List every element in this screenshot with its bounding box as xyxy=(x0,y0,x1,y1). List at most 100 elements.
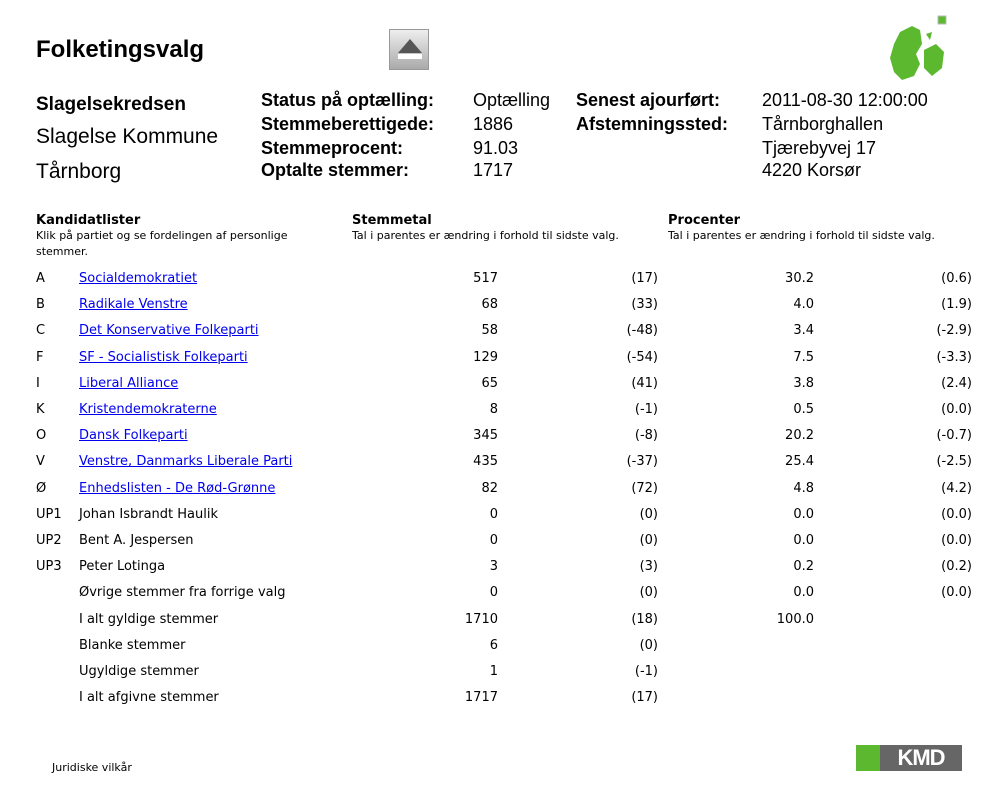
votes: 58 xyxy=(481,323,498,339)
percent-change: (-2.5) xyxy=(936,454,972,470)
row-label: Blanke stemmer xyxy=(79,637,186,653)
party-code: UP2 xyxy=(36,533,62,548)
header-title: Procenter xyxy=(668,213,741,228)
header-subtitle: Tal i parentes er ændring i forhold til … xyxy=(668,229,935,242)
table-row: Ø Enhedslisten - De Rød-Grønne 82 (72) 4.8 (4… xyxy=(0,481,1000,507)
votes-change: (17) xyxy=(631,690,658,706)
header-subtitle: Klik på partiet og se fordelingen af per… xyxy=(36,229,288,258)
party-code: B xyxy=(36,297,45,313)
votes-change: (-8) xyxy=(634,428,658,444)
row-label: Peter Lotinga xyxy=(79,559,166,575)
party-link[interactable]: Det Konservative Folkeparti xyxy=(79,323,259,339)
party-code: O xyxy=(36,428,47,444)
table-row: I Liberal Alliance 65 (41) 3.8 (2.4) xyxy=(0,376,1000,402)
votes: 0 xyxy=(489,506,498,522)
party-link[interactable]: Enhedslisten - De Rød-Grønne xyxy=(79,480,276,496)
percent-change: (0.0) xyxy=(941,506,972,522)
header-stemmetal: Stemmetal Tal i parentes er ændring i fo… xyxy=(352,213,642,244)
percent: 20.2 xyxy=(785,428,814,444)
percent: 100.0 xyxy=(776,611,814,627)
table-row: UP2 Bent A. Jespersen 0 (0) 0.0 (0.0) xyxy=(0,533,1000,559)
votes: 8 xyxy=(489,402,498,417)
party-code: F xyxy=(36,349,44,365)
party-code: V xyxy=(36,454,45,470)
row-label: Ugyldige stemmer xyxy=(79,664,199,679)
legal-link[interactable]: Juridiske vilkår xyxy=(52,761,132,774)
table-row: Øvrige stemmer fra forrige valg 0 (0) 0.0 (0… xyxy=(0,585,1000,611)
votes: 3 xyxy=(489,559,498,575)
row-label: I alt afgivne stemmer xyxy=(79,690,219,706)
votes-change: (0) xyxy=(639,506,658,522)
percent-change: (1.9) xyxy=(941,297,972,313)
votes-change: (41) xyxy=(631,375,658,391)
percent: 0.2 xyxy=(793,559,814,575)
percent: 0.0 xyxy=(793,533,814,548)
votes-change: (17) xyxy=(631,271,658,286)
party-link[interactable]: SF - Socialistisk Folkeparti xyxy=(79,349,248,365)
header-title: Stemmetal xyxy=(352,213,432,228)
party-link[interactable]: Venstre, Danmarks Liberale Parti xyxy=(79,454,293,470)
votes-change: (-48) xyxy=(626,323,658,339)
table-row: V Venstre, Danmarks Liberale Parti 435 (-37… xyxy=(0,454,1000,480)
votes: 82 xyxy=(481,480,498,496)
party-code: Ø xyxy=(36,480,47,496)
percent: 25.4 xyxy=(785,454,814,470)
venue-name: Tårnborghallen xyxy=(762,114,884,134)
percent: 3.4 xyxy=(793,323,814,339)
kreds-name: Slagelsekredsen xyxy=(36,94,186,115)
votes-change: (33) xyxy=(631,297,658,313)
percent: 7.5 xyxy=(793,349,814,365)
percent: 0.0 xyxy=(793,506,814,522)
votes-change: (72) xyxy=(631,480,658,496)
table-row: F SF - Socialistisk Folkeparti 129 (-54) 7.5… xyxy=(0,350,1000,376)
table-row: B Radikale Venstre 68 (33) 4.0 (1.9) xyxy=(0,297,1000,323)
votes: 65 xyxy=(481,375,498,391)
party-link[interactable]: Liberal Alliance xyxy=(79,375,179,391)
percent: 0.0 xyxy=(793,585,814,601)
table-row: A Socialdemokratiet 517 (17) 30.2 (0.6) xyxy=(0,271,1000,297)
votes: 0 xyxy=(489,585,498,601)
votes: 0 xyxy=(489,533,498,548)
party-link[interactable]: Radikale Venstre xyxy=(79,297,188,313)
party-link[interactable]: Kristendemokraterne xyxy=(79,402,217,417)
votes-change: (-1) xyxy=(634,402,658,417)
votes: 435 xyxy=(473,454,498,470)
percent: 30.2 xyxy=(785,271,814,286)
percent: 0.5 xyxy=(793,402,814,417)
venue-street: Tjærebyvej 17 xyxy=(762,138,877,158)
votes-change: (18) xyxy=(631,611,658,627)
pct-value: 91.03 xyxy=(473,138,519,158)
table-row: UP1 Johan Isbrandt Haulik 0 (0) 0.0 (0.0) xyxy=(0,507,1000,533)
kommune-name: Slagelse Kommune xyxy=(36,125,219,148)
votes: 129 xyxy=(473,349,498,365)
header-title: Kandidatlister xyxy=(36,213,141,228)
pct-label: Stemmeprocent: xyxy=(261,138,404,158)
row-label: Bent A. Jespersen xyxy=(79,533,194,548)
table-row: I alt afgivne stemmer 1717 (17) xyxy=(0,690,1000,716)
table-row: I alt gyldige stemmer 1710 (18) 100.0 xyxy=(0,612,1000,638)
header-subtitle: Tal i parentes er ændring i forhold til … xyxy=(352,229,619,242)
table-row: Blanke stemmer 6 (0) xyxy=(0,638,1000,664)
party-code: UP3 xyxy=(36,559,62,575)
votes: 68 xyxy=(481,297,498,313)
table-row: UP3 Peter Lotinga 3 (3) 0.2 (0.2) xyxy=(0,559,1000,585)
party-code: K xyxy=(36,402,45,417)
percent: 4.0 xyxy=(793,297,814,313)
status-value: Optælling xyxy=(473,90,551,110)
denmark-map-icon[interactable] xyxy=(886,14,950,86)
row-label: I alt gyldige stemmer xyxy=(79,611,219,627)
table-row: O Dansk Folkeparti 345 (-8) 20.2 (-0.7) xyxy=(0,428,1000,454)
party-code: UP1 xyxy=(36,506,62,522)
counted-value: 1717 xyxy=(473,160,514,180)
votes-change: (-54) xyxy=(626,349,658,365)
party-link[interactable]: Socialdemokratiet xyxy=(79,271,198,286)
percent-change: (-2.9) xyxy=(936,323,972,339)
row-label: Johan Isbrandt Haulik xyxy=(79,506,218,522)
votes-change: (3) xyxy=(639,559,658,575)
scroll-up-button[interactable] xyxy=(389,29,429,70)
percent: 4.8 xyxy=(793,480,814,496)
votes: 517 xyxy=(473,271,498,286)
page-title: Folketingsvalg xyxy=(36,36,205,63)
row-label: Øvrige stemmer fra forrige valg xyxy=(79,585,286,601)
party-link[interactable]: Dansk Folkeparti xyxy=(79,428,188,444)
